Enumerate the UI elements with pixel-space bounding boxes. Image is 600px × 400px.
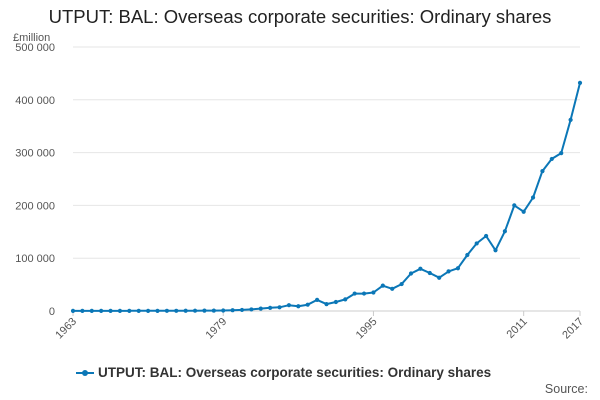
data-point <box>296 304 301 309</box>
data-point <box>258 306 263 311</box>
data-point <box>465 252 470 258</box>
legend-label: UTPUT: BAL: Overseas corporate securitie… <box>98 365 492 380</box>
data-point <box>324 302 329 307</box>
legend: UTPUT: BAL: Overseas corporate securitie… <box>76 365 491 380</box>
y-tick-label: 100 000 <box>15 253 55 265</box>
data-point <box>493 248 498 253</box>
data-point <box>117 308 123 313</box>
data-point <box>136 308 141 313</box>
data-point <box>399 281 404 287</box>
data-point <box>521 209 526 214</box>
data-point <box>502 229 507 234</box>
data-point <box>221 308 226 313</box>
y-tick-label: 0 <box>49 306 55 318</box>
y-tick-label: 500 000 <box>15 42 55 54</box>
data-point <box>333 299 338 305</box>
data-point <box>474 241 479 246</box>
data-point <box>202 308 207 313</box>
data-point <box>530 195 536 200</box>
data-point <box>164 308 169 313</box>
series-line <box>73 82 581 312</box>
data-point <box>268 305 273 310</box>
data-point <box>437 275 442 280</box>
data-point <box>540 168 545 174</box>
x-tick-label: 2017 <box>560 316 586 342</box>
x-tick-label: 1979 <box>204 316 230 342</box>
data-point <box>155 308 160 313</box>
x-tick-label: 1963 <box>53 316 79 342</box>
data-point <box>390 286 395 291</box>
gridlines <box>73 46 580 259</box>
source-label: Source: <box>544 382 588 396</box>
x-tick-label: 2011 <box>505 316 530 341</box>
data-point <box>446 269 451 274</box>
data-point <box>361 291 367 296</box>
y-tick-labels: 0 100 000 200 000 300 000 400 000 500 000 <box>15 42 55 318</box>
y-axis-unit-label: £million <box>13 32 50 44</box>
data-point <box>559 151 564 156</box>
data-point <box>512 203 517 208</box>
data-point <box>174 308 179 313</box>
data-point <box>568 117 573 122</box>
chart-title: UTPUT: BAL: Overseas corporate securitie… <box>48 6 552 27</box>
x-tick-label: 1995 <box>354 316 380 342</box>
data-point <box>343 297 348 302</box>
series <box>70 80 583 313</box>
data-point <box>577 80 583 86</box>
data-point <box>286 303 292 308</box>
data-point <box>305 302 310 307</box>
data-point <box>484 233 489 239</box>
data-point <box>99 308 104 313</box>
data-point <box>418 266 423 271</box>
y-tick-label: 200 000 <box>15 200 55 212</box>
data-point <box>371 290 376 295</box>
data-point <box>211 308 216 313</box>
y-tick-label: 400 000 <box>15 95 55 107</box>
data-point <box>146 308 151 313</box>
data-point <box>549 156 554 162</box>
data-point <box>352 291 357 296</box>
data-point <box>183 308 188 313</box>
data-point <box>380 283 385 288</box>
data-point <box>277 305 282 310</box>
x-tick-labels: 1963 1979 1995 2011 2017 <box>53 316 586 342</box>
data-point <box>315 297 320 303</box>
y-tick-label: 300 000 <box>15 148 55 160</box>
legend-marker <box>76 368 94 378</box>
data-point <box>427 270 432 276</box>
data-point <box>89 308 94 313</box>
data-point <box>108 308 113 313</box>
data-point <box>127 308 132 313</box>
data-point <box>249 307 254 312</box>
data-point <box>230 308 235 313</box>
data-point <box>455 266 461 271</box>
data-point <box>239 307 245 313</box>
data-point <box>192 308 198 313</box>
data-point <box>70 308 76 313</box>
data-point <box>408 271 414 276</box>
data-point <box>80 308 85 313</box>
